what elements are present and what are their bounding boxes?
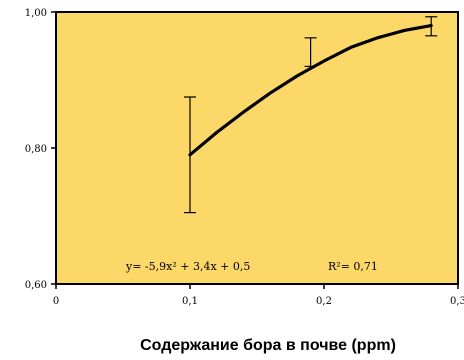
x-axis-label: Содержание бора в почве (ppm) (140, 337, 396, 354)
x-tick-label: 0,1 (182, 296, 198, 307)
error-bar (425, 16, 438, 37)
y-tick-label: 1,00 (25, 8, 47, 19)
trendline-equation: y= -5,9x² + 3,4x + 0,5 (125, 260, 250, 273)
error-bar (304, 37, 317, 68)
y-axis-ticks: 0,60 0,80 1,00 (25, 8, 56, 291)
plot-area (55, 11, 459, 285)
x-tick-label: 0,2 (316, 296, 332, 307)
error-bars (184, 16, 438, 214)
x-axis-ticks: 0 0,1 0,2 0,3 (53, 284, 464, 307)
y-tick-label: 0,80 (25, 144, 47, 155)
trendline-r-squared: R²= 0,71 (328, 260, 378, 273)
error-bar (184, 96, 196, 214)
x-tick-label: 0,3 (450, 296, 464, 307)
y-tick-label: 0,60 (25, 280, 47, 291)
x-tick-label: 0 (53, 296, 59, 307)
trendline-curve (188, 24, 433, 157)
